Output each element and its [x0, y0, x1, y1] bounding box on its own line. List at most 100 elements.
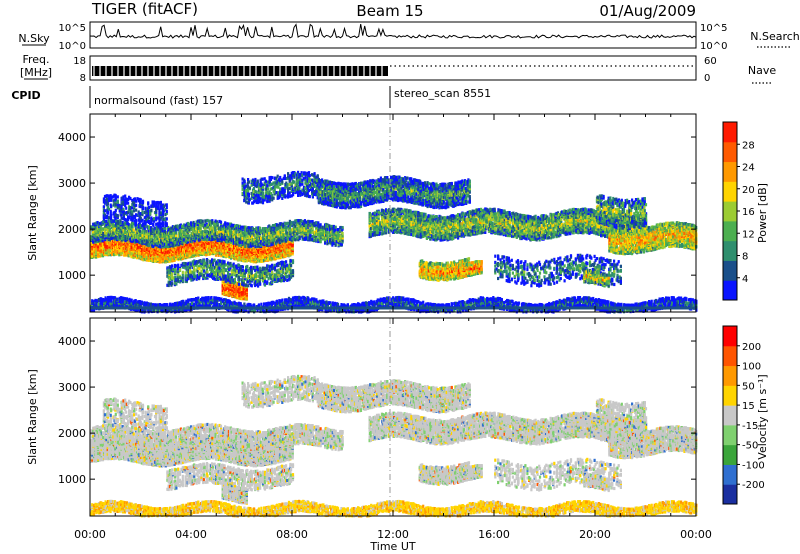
power-cell — [95, 247, 98, 251]
power-cell — [228, 242, 231, 246]
nsky-panel-frame — [89, 21, 697, 49]
power-cell — [228, 246, 231, 250]
power-cell — [189, 251, 192, 255]
power-cell — [96, 221, 99, 225]
nave-label: Nave — [748, 64, 776, 77]
power-cell — [96, 230, 99, 235]
power-cell — [154, 256, 157, 260]
power-cell — [186, 242, 189, 246]
power-cell — [97, 252, 100, 256]
power-cell — [132, 246, 135, 250]
power-cell — [242, 245, 245, 249]
power-cell — [99, 241, 102, 245]
power-cell — [96, 228, 99, 232]
power-cell — [222, 241, 225, 245]
power-cell — [203, 240, 206, 244]
power-cell — [284, 243, 287, 247]
power-cell — [167, 247, 170, 251]
power-cell — [216, 244, 219, 248]
power-cell — [98, 239, 101, 243]
power-cell — [106, 241, 109, 245]
nave-tick-top: 60 — [704, 56, 717, 67]
power-cell — [230, 223, 233, 227]
power-cell — [267, 249, 270, 253]
power-cell — [160, 256, 163, 260]
power-cell — [160, 250, 163, 254]
power-cell — [140, 257, 144, 261]
power-cell — [162, 259, 165, 263]
power-cell — [280, 242, 283, 246]
power-cell — [218, 244, 221, 248]
power-cell — [260, 259, 263, 263]
power-cell — [257, 259, 261, 263]
power-cell — [138, 245, 141, 249]
power-cell — [171, 259, 174, 263]
power-cell — [108, 251, 111, 255]
power-cell — [91, 232, 94, 236]
power-cell — [189, 249, 192, 253]
power-cell — [132, 244, 135, 248]
power-cell — [91, 242, 94, 246]
power-cell — [281, 239, 284, 243]
power-cell — [326, 231, 329, 235]
power-cell — [309, 234, 312, 238]
power-cell — [167, 250, 170, 254]
power-cell — [140, 254, 144, 258]
power-cell — [164, 253, 167, 257]
power-cell — [274, 253, 278, 257]
power-cell — [117, 247, 120, 251]
power-cell — [204, 219, 207, 223]
power-cell — [104, 243, 107, 247]
power-cell — [254, 248, 258, 252]
nsearch-tick-bottom: 10^0 — [700, 41, 727, 52]
power-cell — [185, 246, 188, 250]
power-cell — [162, 250, 165, 254]
power-cell — [100, 241, 103, 245]
power-cell — [280, 253, 283, 257]
power-cell — [250, 256, 253, 260]
power-cell — [274, 244, 278, 248]
power-cell — [175, 252, 178, 256]
power-cell — [274, 250, 278, 254]
power-cell — [168, 248, 172, 252]
power-cell — [106, 248, 109, 252]
power-cell — [220, 249, 223, 253]
power-cell — [172, 249, 175, 253]
cpid-mode-0: normalsound (fast) 157 — [94, 94, 223, 107]
cpid-row: CPID normalsound (fast) 157 stereo_scan … — [11, 86, 491, 108]
power-cell — [214, 253, 218, 257]
power-cell — [121, 250, 125, 255]
power-cell — [214, 251, 218, 255]
power-cell — [277, 240, 280, 244]
power-cell — [286, 248, 289, 252]
power-cell — [127, 244, 130, 248]
power-cell — [294, 238, 297, 242]
power-cell — [114, 242, 117, 246]
power-cell — [143, 247, 146, 251]
power-cell — [158, 248, 161, 252]
power-cell — [267, 245, 270, 249]
power-cell — [121, 242, 125, 246]
freq-panel-frame — [89, 55, 697, 81]
beam-label: Beam 15 — [356, 2, 423, 20]
nsky-tick-bottom: 10^0 — [59, 41, 86, 52]
power-cell — [257, 248, 261, 252]
power-cell — [147, 243, 150, 247]
power-cell — [264, 245, 267, 249]
power-cell — [130, 247, 133, 251]
power-cell — [326, 234, 329, 239]
power-cell — [168, 257, 172, 261]
power-cell — [90, 240, 93, 244]
power-cell — [199, 248, 202, 252]
nave-tick-bottom: 0 — [704, 73, 710, 84]
power-cell — [134, 250, 137, 254]
power-cell — [282, 250, 285, 254]
power-cell — [106, 246, 109, 250]
power-cell — [140, 248, 144, 252]
power-cell — [196, 247, 199, 251]
power-cell — [238, 252, 241, 257]
power-cell — [95, 243, 98, 248]
power-cell — [167, 253, 170, 257]
power-cell — [97, 250, 100, 254]
